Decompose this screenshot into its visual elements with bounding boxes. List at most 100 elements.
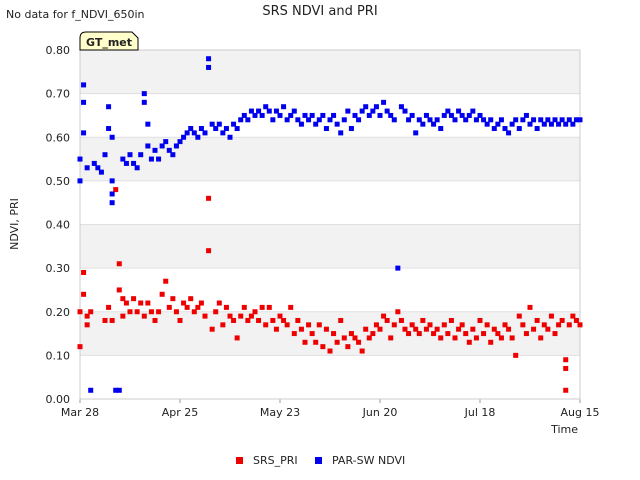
ndvi-point [359, 108, 365, 114]
srs-pri-point [488, 339, 494, 345]
ndvi-point [216, 121, 222, 127]
ndvi-point [370, 108, 376, 114]
ndvi-point [109, 200, 115, 206]
ndvi-point [531, 117, 537, 123]
srs-pri-point [234, 335, 240, 341]
srs-pri-point [220, 322, 226, 328]
ndvi-point [473, 117, 479, 123]
srs-pri-point [556, 322, 562, 328]
ndvi-point [270, 117, 276, 123]
srs-pri-point [206, 195, 212, 201]
ndvi-point [281, 104, 287, 110]
ndvi-point [77, 178, 83, 184]
srs-pri-point [452, 335, 458, 341]
ndvi-point [534, 126, 540, 132]
srs-pri-point [270, 317, 276, 323]
ndvi-point [456, 108, 462, 114]
srs-pri-point [127, 309, 133, 315]
ndvi-point [391, 117, 397, 123]
ndvi-point [445, 108, 451, 114]
ndvi-point [498, 117, 504, 123]
srs-pri-point [381, 313, 387, 319]
y-tick-label: 0.60 [46, 131, 71, 144]
srs-pri-point [227, 313, 233, 319]
srs-pri-point [166, 304, 172, 310]
srs-pri-point [391, 322, 397, 328]
ndvi-point [559, 117, 565, 123]
ndvi-point [345, 108, 351, 114]
ndvi-point [227, 134, 233, 140]
x-tick-label: Aug 15 [561, 406, 600, 419]
srs-pri-point [363, 326, 369, 332]
srs-pri-point [370, 331, 376, 337]
srs-pri-point [320, 344, 326, 350]
notice-text: No data for f_NDVI_650in [6, 8, 145, 21]
x-tick-label: Apr 25 [162, 406, 199, 419]
ndvi-point [206, 56, 212, 62]
srs-pri-point [273, 326, 279, 332]
ndvi-point [563, 121, 569, 127]
ndvi-point [513, 117, 519, 123]
ndvi-point [109, 134, 115, 140]
ndvi-point [241, 112, 247, 118]
x-tick-label: Jun 20 [362, 406, 398, 419]
ndvi-point [163, 139, 169, 145]
ndvi-point [488, 117, 494, 123]
ndvi-point [202, 130, 208, 136]
y-tick-label: 0.00 [46, 393, 71, 406]
srs-pri-point [116, 261, 122, 267]
ndvi-point [577, 117, 583, 123]
srs-pri-point [541, 322, 547, 328]
ndvi-point [423, 112, 429, 118]
ndvi-point [570, 121, 576, 127]
ndvi-point [95, 165, 101, 171]
ndvi-point [527, 121, 533, 127]
ndvi-point [395, 265, 401, 271]
ndvi-point [238, 117, 244, 123]
srs-pri-point [534, 317, 540, 323]
y-tick-label: 0.80 [46, 44, 71, 57]
srs-pri-point [552, 331, 558, 337]
ndvi-point [466, 112, 472, 118]
srs-pri-point [116, 287, 122, 293]
ndvi-point [248, 108, 254, 114]
y-tick-label: 0.50 [46, 175, 71, 188]
ndvi-point [552, 117, 558, 123]
ndvi-point [363, 104, 369, 110]
ndvi-point [173, 143, 179, 149]
ndvi-point [348, 126, 354, 132]
srs-pri-point [84, 313, 90, 319]
srs-pri-point [445, 331, 451, 337]
srs-pri-point [416, 331, 422, 337]
ndvi-point [223, 126, 229, 132]
ndvi-point [177, 139, 183, 145]
srs-pri-point [216, 300, 222, 306]
ndvi-point [266, 108, 272, 114]
srs-pri-point [456, 326, 462, 332]
srs-pri-point [398, 317, 404, 323]
srs-pri-point [373, 322, 379, 328]
background-bands [80, 50, 580, 356]
badge-shape [79, 31, 139, 51]
ndvi-point [331, 112, 337, 118]
srs-pri-point [281, 317, 287, 323]
srs-pri-point [420, 317, 426, 323]
ndvi-point [113, 387, 119, 393]
y-axis-label: NDVI, PRI [8, 198, 21, 250]
ndvi-point [209, 121, 215, 127]
srs-pri-point [473, 335, 479, 341]
ndvi-point [306, 117, 312, 123]
srs-pri-point [484, 322, 490, 328]
ndvi-point [477, 112, 483, 118]
srs-pri-point [77, 309, 83, 315]
srs-pri-point [231, 317, 237, 323]
srs-pri-point [520, 322, 526, 328]
srs-pri-point [277, 313, 283, 319]
srs-pri-point [238, 313, 244, 319]
srs-pri-point [388, 335, 394, 341]
legend: SRS_PRI PAR-SW NDVI [236, 454, 405, 467]
srs-pri-point [88, 309, 94, 315]
srs-pri-point [341, 335, 347, 341]
srs-pri-point [409, 322, 415, 328]
srs-pri-point [245, 317, 251, 323]
